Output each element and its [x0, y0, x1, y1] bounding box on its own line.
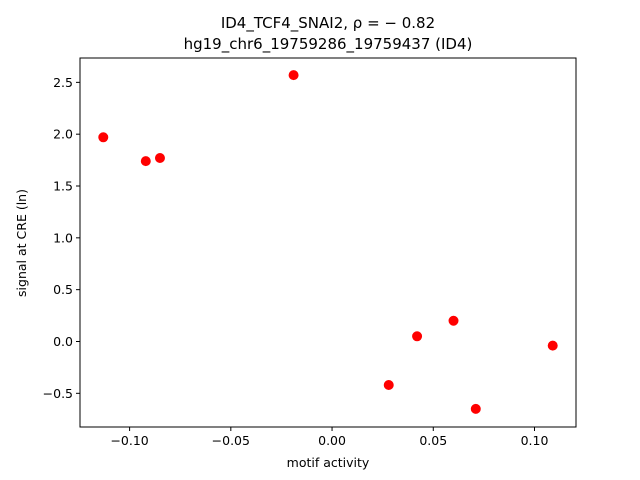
x-tick-label: 0.05 [419, 433, 447, 448]
data-point [140, 156, 151, 167]
x-tick-label: 0.00 [318, 433, 346, 448]
data-point [383, 380, 394, 391]
y-tick-label: 2.5 [53, 75, 73, 90]
x-tick-label: 0.10 [521, 433, 549, 448]
y-tick-label: 0.0 [53, 334, 73, 349]
data-point [98, 132, 109, 143]
y-tick-label: 1.0 [53, 230, 73, 245]
data-point [288, 70, 299, 81]
plot-frame [79, 57, 577, 428]
data-point [154, 153, 165, 164]
chart-title-line-1: ID4_TCF4_SNAI2, ρ = − 0.82 [221, 14, 435, 33]
data-point [470, 403, 481, 414]
y-axis: −0.5 0.0 0.5 1.0 1.5 2.0 2.5 [43, 75, 80, 401]
data-point [547, 340, 558, 351]
y-axis-label: signal at CRE (ln) [14, 189, 29, 297]
y-tick-label: −0.5 [43, 386, 73, 401]
chart-title-line-2: hg19_chr6_19759286_19759437 (ID4) [184, 35, 473, 54]
x-tick-label: −0.05 [212, 433, 250, 448]
y-tick-label: 0.5 [53, 282, 73, 297]
y-tick-label: 1.5 [53, 179, 73, 194]
data-point [412, 331, 423, 342]
x-axis: −0.10 −0.05 0.00 0.05 0.10 [110, 427, 548, 448]
data-point [448, 315, 459, 326]
y-tick-label: 2.0 [53, 127, 73, 142]
x-tick-label: −0.10 [110, 433, 148, 448]
x-axis-label: motif activity [287, 455, 370, 470]
data-points [98, 70, 558, 414]
